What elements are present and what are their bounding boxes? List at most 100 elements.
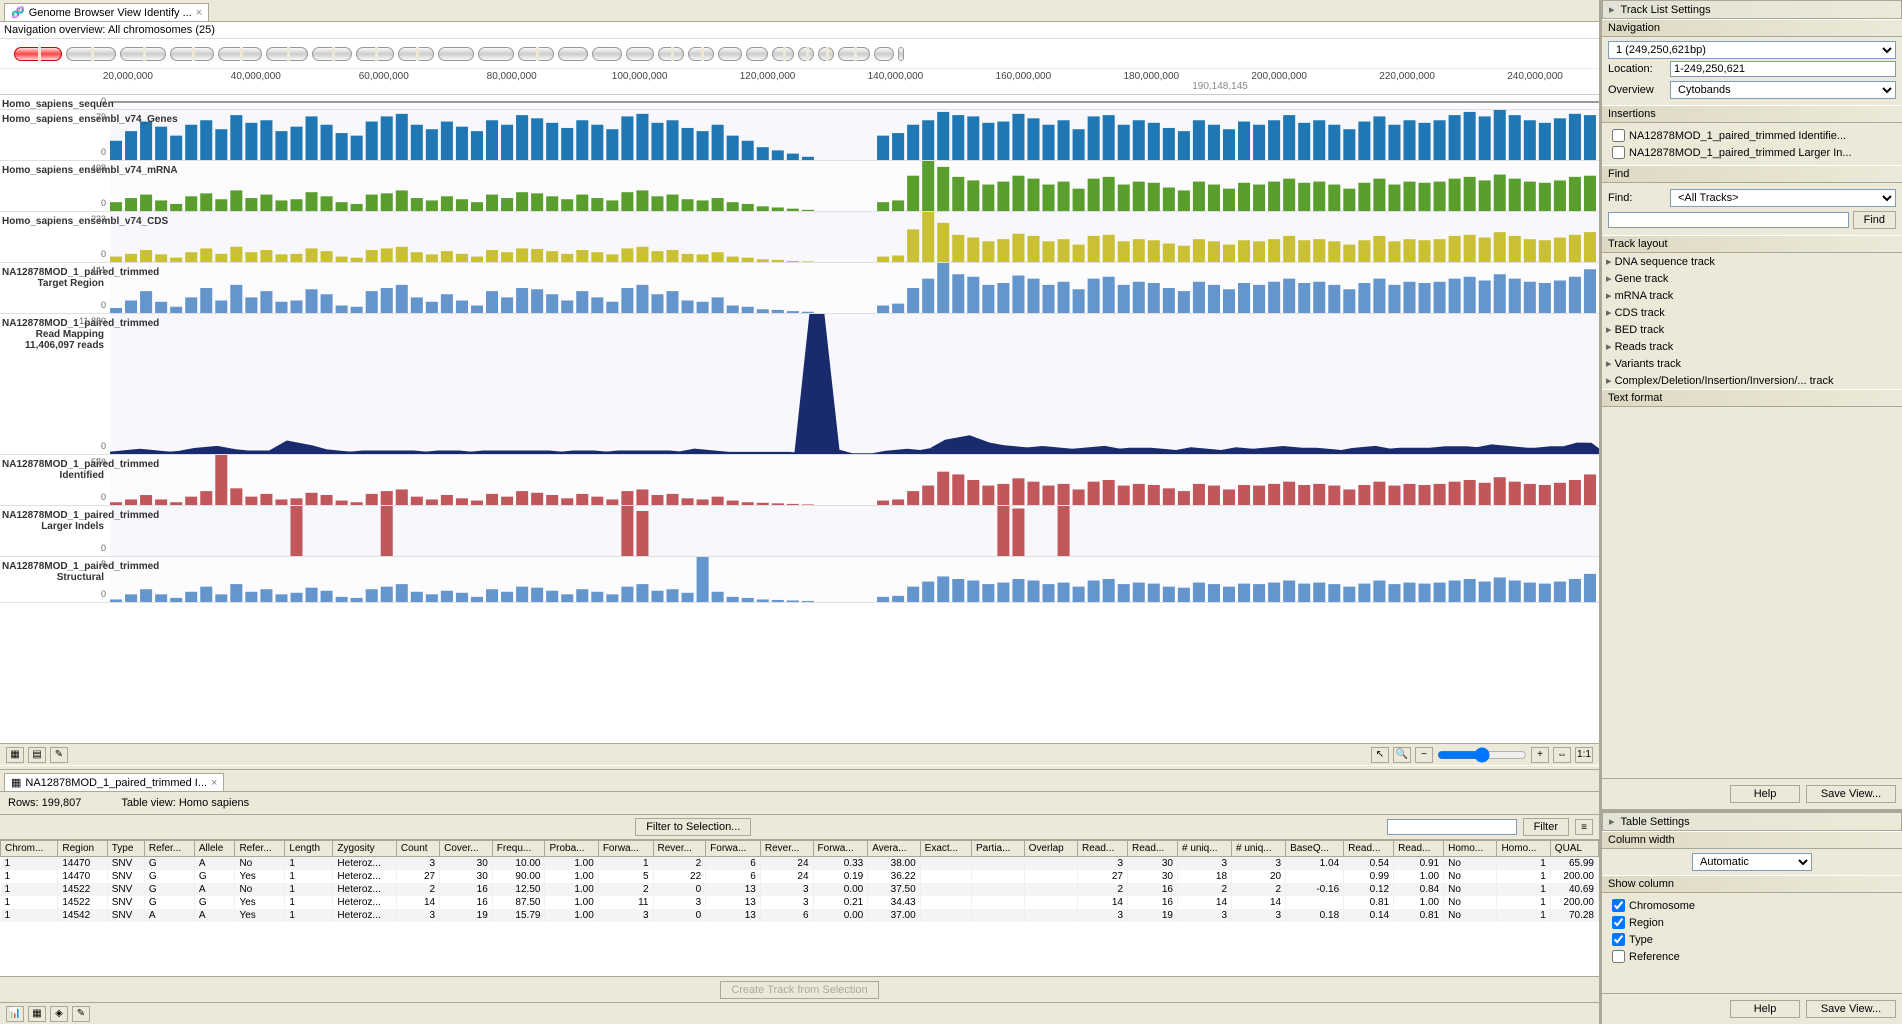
column-header[interactable]: Zygosity (333, 841, 396, 857)
column-header[interactable]: Homo... (1497, 841, 1550, 857)
chromosome-pill[interactable] (688, 47, 714, 61)
track-data[interactable] (110, 212, 1599, 262)
track-row[interactable]: Homo_sapiens_sequen0 (0, 95, 1599, 110)
column-header[interactable]: Chrom... (1, 841, 58, 857)
chromosome-pill[interactable] (592, 47, 622, 61)
close-icon[interactable]: × (196, 7, 202, 19)
column-header[interactable]: Refer... (235, 841, 285, 857)
layout-tree-item[interactable]: Gene track (1602, 270, 1902, 287)
find-input[interactable] (1608, 212, 1849, 228)
column-header[interactable]: Forwa... (706, 841, 761, 857)
column-width-header[interactable]: Column width (1602, 831, 1902, 849)
filter-input[interactable] (1387, 819, 1517, 835)
track-data[interactable] (110, 263, 1599, 313)
track-data[interactable] (110, 557, 1599, 602)
track-row[interactable]: 79Homo_sapiens_ensembl_v74_Genes0 (0, 110, 1599, 161)
save-view-button[interactable]: Save View... (1806, 785, 1896, 803)
column-header[interactable]: Read... (1128, 841, 1178, 857)
chromosome-pill[interactable] (398, 47, 434, 61)
column-header[interactable]: Frequ... (492, 841, 545, 857)
view-mode-icon-2[interactable]: ▤ (28, 747, 46, 763)
column-header[interactable]: BaseQ... (1286, 841, 1344, 857)
save-view-button-2[interactable]: Save View... (1806, 1000, 1896, 1018)
chromosome-pill[interactable] (218, 47, 262, 61)
chromosome-pill[interactable] (312, 47, 352, 61)
chromosome-pill[interactable] (798, 47, 814, 61)
chromosome-pill[interactable] (14, 47, 62, 61)
chromosome-pill[interactable] (658, 47, 684, 61)
column-header[interactable]: Count (396, 841, 439, 857)
chromosome-pill[interactable] (438, 47, 474, 61)
chromosome-pill[interactable] (558, 47, 588, 61)
column-header[interactable]: Refer... (144, 841, 194, 857)
chromosome-pill[interactable] (838, 47, 870, 61)
chromosome-pill[interactable] (478, 47, 514, 61)
chromosome-pill[interactable] (718, 47, 742, 61)
chromosome-pill[interactable] (818, 47, 834, 61)
text-format-header[interactable]: Text format (1602, 389, 1902, 407)
column-header[interactable]: Forwa... (598, 841, 653, 857)
track-row[interactable]: 223Homo_sapiens_ensembl_v74_CDS0 (0, 212, 1599, 263)
column-header[interactable]: Proba... (545, 841, 598, 857)
insertion-checkbox-2[interactable] (1612, 146, 1625, 159)
column-header[interactable]: Homo... (1444, 841, 1497, 857)
track-data[interactable] (110, 110, 1599, 160)
fit-width-icon[interactable]: ⇔ (1553, 747, 1571, 763)
filter-options-icon[interactable]: ≡ (1575, 819, 1593, 835)
filter-to-selection-button[interactable]: Filter to Selection... (635, 818, 751, 836)
table-view-tab[interactable]: ▦ NA12878MOD_1_paired_trimmed I... × (4, 773, 224, 791)
layout-tree-item[interactable]: Complex/Deletion/Insertion/Inversion/...… (1602, 372, 1902, 389)
track-row[interactable]: 441NA12878MOD_1_paired_trimmed Target Re… (0, 263, 1599, 314)
column-header[interactable]: Region (58, 841, 107, 857)
overview-select[interactable]: Cytobands (1670, 81, 1896, 99)
zoom-in-icon[interactable]: + (1531, 747, 1549, 763)
chromosome-pill[interactable] (746, 47, 768, 61)
table-settings-header[interactable]: Table Settings (1602, 812, 1902, 831)
show-column-checkbox[interactable] (1612, 899, 1625, 912)
location-input[interactable] (1670, 61, 1896, 77)
help-button[interactable]: Help (1730, 785, 1800, 803)
layout-tree-item[interactable]: BED track (1602, 321, 1902, 338)
track-data[interactable] (110, 506, 1599, 556)
close-icon[interactable]: × (211, 777, 217, 789)
create-track-button[interactable]: Create Track from Selection (720, 981, 878, 999)
show-column-header[interactable]: Show column (1602, 875, 1902, 893)
column-header[interactable]: Read... (1344, 841, 1394, 857)
column-header[interactable]: Rever... (760, 841, 813, 857)
table-row[interactable]: 114470SNVGGYes1Heteroz...273090.001.0052… (1, 870, 1599, 883)
track-list-settings-header[interactable]: Track List Settings (1602, 0, 1902, 19)
track-data[interactable] (110, 95, 1599, 109)
insertion-checkbox-1[interactable] (1612, 129, 1625, 142)
table-row[interactable]: 114522SNVGANo1Heteroz...21612.501.002013… (1, 883, 1599, 896)
table-mode-icon-2[interactable]: ▦ (28, 1006, 46, 1022)
table-row[interactable]: 114542SNVAAYes1Heteroz...31915.791.00301… (1, 909, 1599, 922)
column-header[interactable]: Read... (1078, 841, 1128, 857)
chromosome-pill[interactable] (170, 47, 214, 61)
table-mode-icon-3[interactable]: ◈ (50, 1006, 68, 1022)
chromosome-pill[interactable] (518, 47, 554, 61)
track-row[interactable]: 578NA12878MOD_1_paired_trimmed Identifie… (0, 455, 1599, 506)
position-ruler[interactable]: 20,000,00040,000,00060,000,00080,000,000… (0, 69, 1599, 95)
chromosome-pill[interactable] (772, 47, 794, 61)
track-row[interactable]: 8NA12878MOD_1_paired_trimmed Structural0 (0, 557, 1599, 603)
column-header[interactable]: Partia... (972, 841, 1025, 857)
fit-icon[interactable]: 1:1 (1575, 747, 1593, 763)
column-header[interactable]: Exact... (920, 841, 971, 857)
track-row[interactable]: NA12878MOD_1_paired_trimmed Larger Indel… (0, 506, 1599, 557)
column-header[interactable]: Rever... (653, 841, 706, 857)
track-data[interactable] (110, 455, 1599, 505)
chromosome-pill[interactable] (356, 47, 394, 61)
layout-tree-item[interactable]: CDS track (1602, 304, 1902, 321)
find-button[interactable]: Find (1853, 211, 1896, 229)
help-button-2[interactable]: Help (1730, 1000, 1800, 1018)
pointer-icon[interactable]: ↖ (1371, 747, 1389, 763)
track-data[interactable] (110, 314, 1599, 454)
layout-tree-item[interactable]: DNA sequence track (1602, 253, 1902, 270)
chromosome-pill[interactable] (874, 47, 894, 61)
table-mode-icon-4[interactable]: ✎ (72, 1006, 90, 1022)
column-header[interactable]: Avera... (868, 841, 920, 857)
chromosome-overview[interactable] (0, 39, 1599, 69)
view-mode-icon-1[interactable]: ▦ (6, 747, 24, 763)
column-header[interactable]: Forwa... (813, 841, 868, 857)
show-column-checkbox[interactable] (1612, 916, 1625, 929)
